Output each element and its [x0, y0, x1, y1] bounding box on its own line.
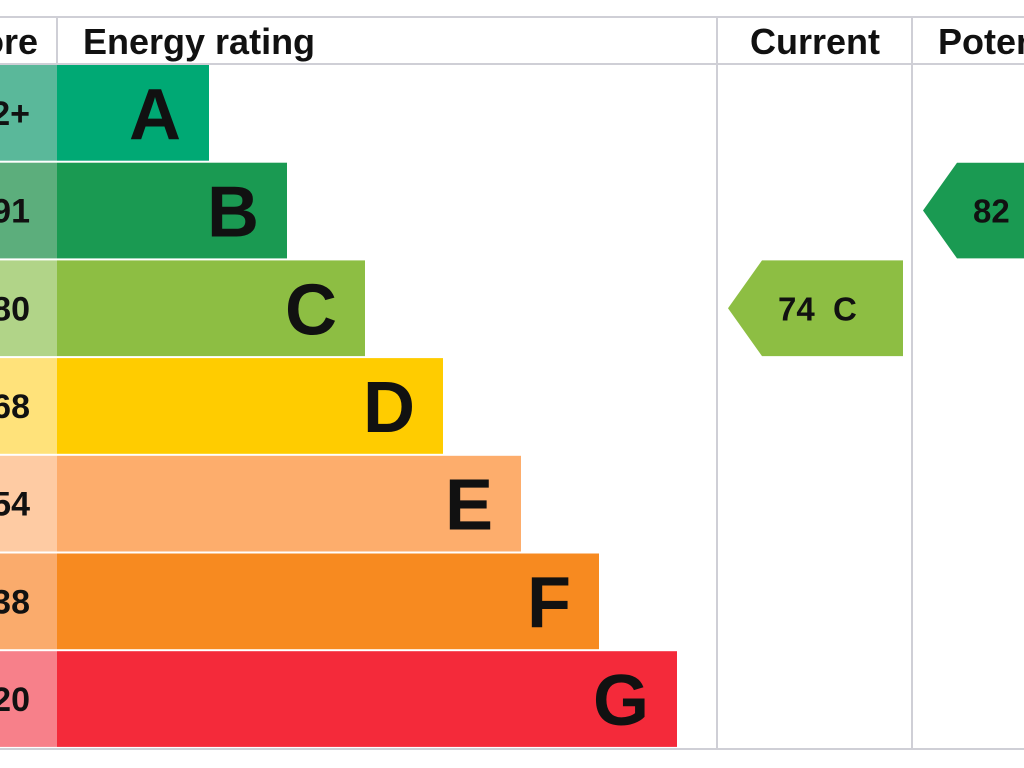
band-bar-a — [57, 65, 209, 161]
band-letter-g: G — [593, 661, 649, 741]
score-cell-f — [0, 553, 57, 650]
grid-lines — [0, 16, 1024, 750]
band-letter-f: F — [527, 563, 571, 643]
rating-arrows: 74 C 82 B — [728, 162, 1024, 357]
potential-arrow — [923, 162, 1024, 259]
band-bar-f — [57, 553, 599, 650]
potential-rating-label: 82 B — [973, 193, 1024, 230]
score-cell-d — [0, 358, 57, 454]
header-energy-rating: Energy rating — [83, 21, 315, 62]
band-letter-a: A — [129, 75, 181, 155]
score-range-g: 1-20 — [0, 681, 30, 719]
band-letter-e: E — [445, 466, 493, 546]
score-range-e: 39-54 — [0, 486, 30, 524]
score-cell-b — [0, 162, 57, 259]
band-bar-g — [57, 651, 677, 747]
band-bar-b — [57, 162, 287, 259]
score-cell-g — [0, 651, 57, 747]
band-letter-d: D — [363, 368, 415, 448]
header-score: Score — [0, 21, 38, 62]
score-cell-a — [0, 65, 57, 161]
score-range-f: 21-38 — [0, 583, 30, 621]
band-bar-c — [57, 260, 365, 357]
current-arrow — [728, 260, 903, 357]
band-letter-b: B — [207, 173, 259, 253]
score-cell-c — [0, 260, 57, 357]
score-range-b: 81-91 — [0, 193, 30, 231]
score-range-d: 55-68 — [0, 388, 30, 426]
score-cell-e — [0, 455, 57, 552]
header-potential: Potential — [938, 21, 1024, 62]
score-range-a: 92+ — [0, 95, 30, 133]
current-rating-label: 74 C — [778, 290, 857, 327]
header-current: Current — [750, 21, 880, 62]
score-range-c: 69-80 — [0, 290, 30, 328]
rating-bands: 92+ A 81-91 B 69-80 C 55-68 D 39-54 E 21-38 F 1-20 G — [0, 65, 677, 747]
band-bar-e — [57, 455, 521, 552]
band-letter-c: C — [285, 270, 337, 350]
band-bar-d — [57, 358, 443, 454]
